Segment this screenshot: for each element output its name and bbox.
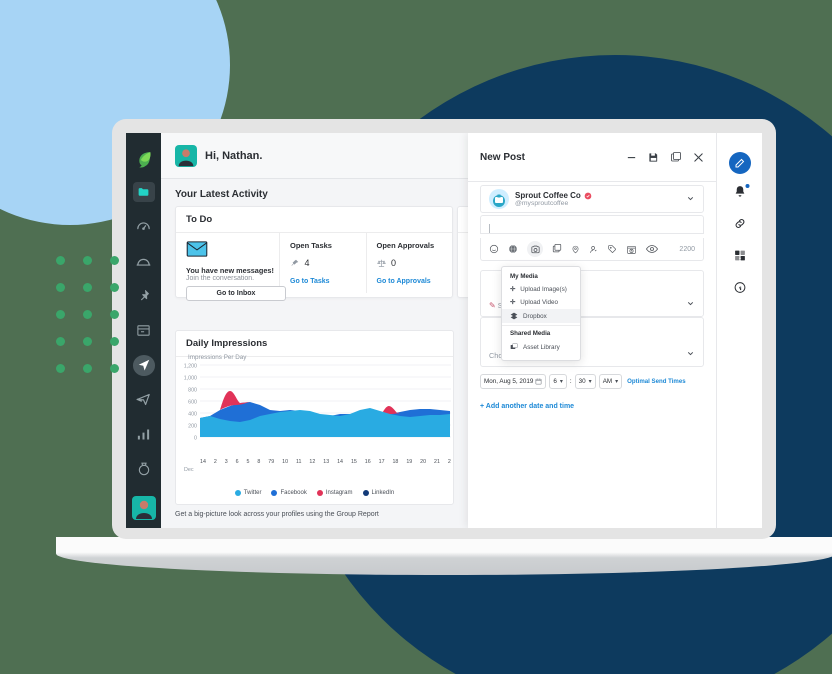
svg-text:200: 200 — [188, 424, 197, 430]
svg-text:800: 800 — [188, 388, 197, 394]
svg-text:1,200: 1,200 — [184, 364, 197, 370]
svg-text:400: 400 — [188, 412, 197, 418]
svg-text:1,000: 1,000 — [184, 376, 197, 382]
svg-text:0: 0 — [194, 436, 197, 442]
svg-text:600: 600 — [188, 400, 197, 406]
